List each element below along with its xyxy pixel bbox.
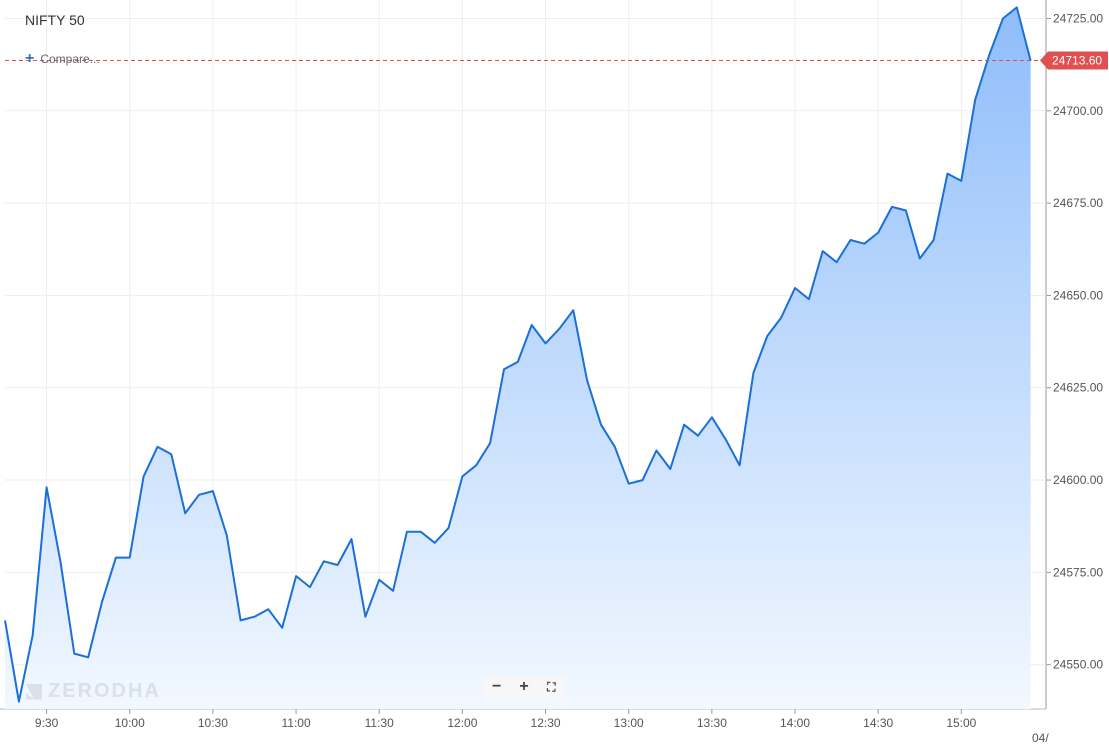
y-tick-label: 24700.00 [1053, 104, 1103, 118]
plus-icon: + [25, 50, 35, 67]
y-tick-label: 24675.00 [1053, 196, 1103, 210]
x-tick-label: 14:30 [863, 716, 893, 730]
zoom-in-button[interactable]: + [519, 678, 529, 695]
y-tick-label: 24625.00 [1053, 381, 1103, 395]
watermark-text: ZERODHA [48, 680, 161, 702]
x-tick-label: 13:30 [697, 716, 727, 730]
price-line [4, 6, 1032, 703]
x-tick-label: 10:30 [198, 716, 228, 730]
zerodha-logo-icon [26, 683, 42, 700]
x-tick-label: 10:00 [115, 716, 145, 730]
compare-button[interactable]: + Compare... [25, 50, 100, 67]
last-price-label: 24713.60 [1052, 54, 1102, 68]
x-tick-label: 15:00 [946, 716, 976, 730]
y-tick-label: 24575.00 [1053, 565, 1103, 579]
compare-label: Compare... [40, 52, 100, 66]
zoom-out-button[interactable]: − [491, 678, 502, 695]
y-tick-label: 24600.00 [1053, 473, 1103, 487]
x-tick-label: 12:00 [447, 716, 477, 730]
area-fill [5, 7, 1031, 709]
x-tick-label: 11:30 [365, 716, 394, 730]
last-price-tag [1040, 51, 1108, 70]
x-tick-label: 04/ [1032, 731, 1049, 745]
fullscreen-icon[interactable]: ⛶ [547, 679, 556, 694]
x-tick-label: 14:00 [780, 716, 810, 730]
x-tick-label: 9:30 [35, 716, 59, 730]
x-tick-label: 11:00 [281, 716, 310, 730]
zoom-toolbar: − + ⛶ [483, 676, 565, 698]
y-tick-label: 24550.00 [1053, 658, 1103, 672]
x-tick-label: 13:00 [614, 716, 644, 730]
symbol-title: NIFTY 50 [25, 12, 85, 28]
y-tick-label: 24650.00 [1053, 288, 1103, 302]
x-tick-label: 12:30 [531, 716, 561, 730]
watermark: ZERODHA [26, 680, 161, 703]
y-tick-label: 24725.00 [1053, 11, 1103, 25]
